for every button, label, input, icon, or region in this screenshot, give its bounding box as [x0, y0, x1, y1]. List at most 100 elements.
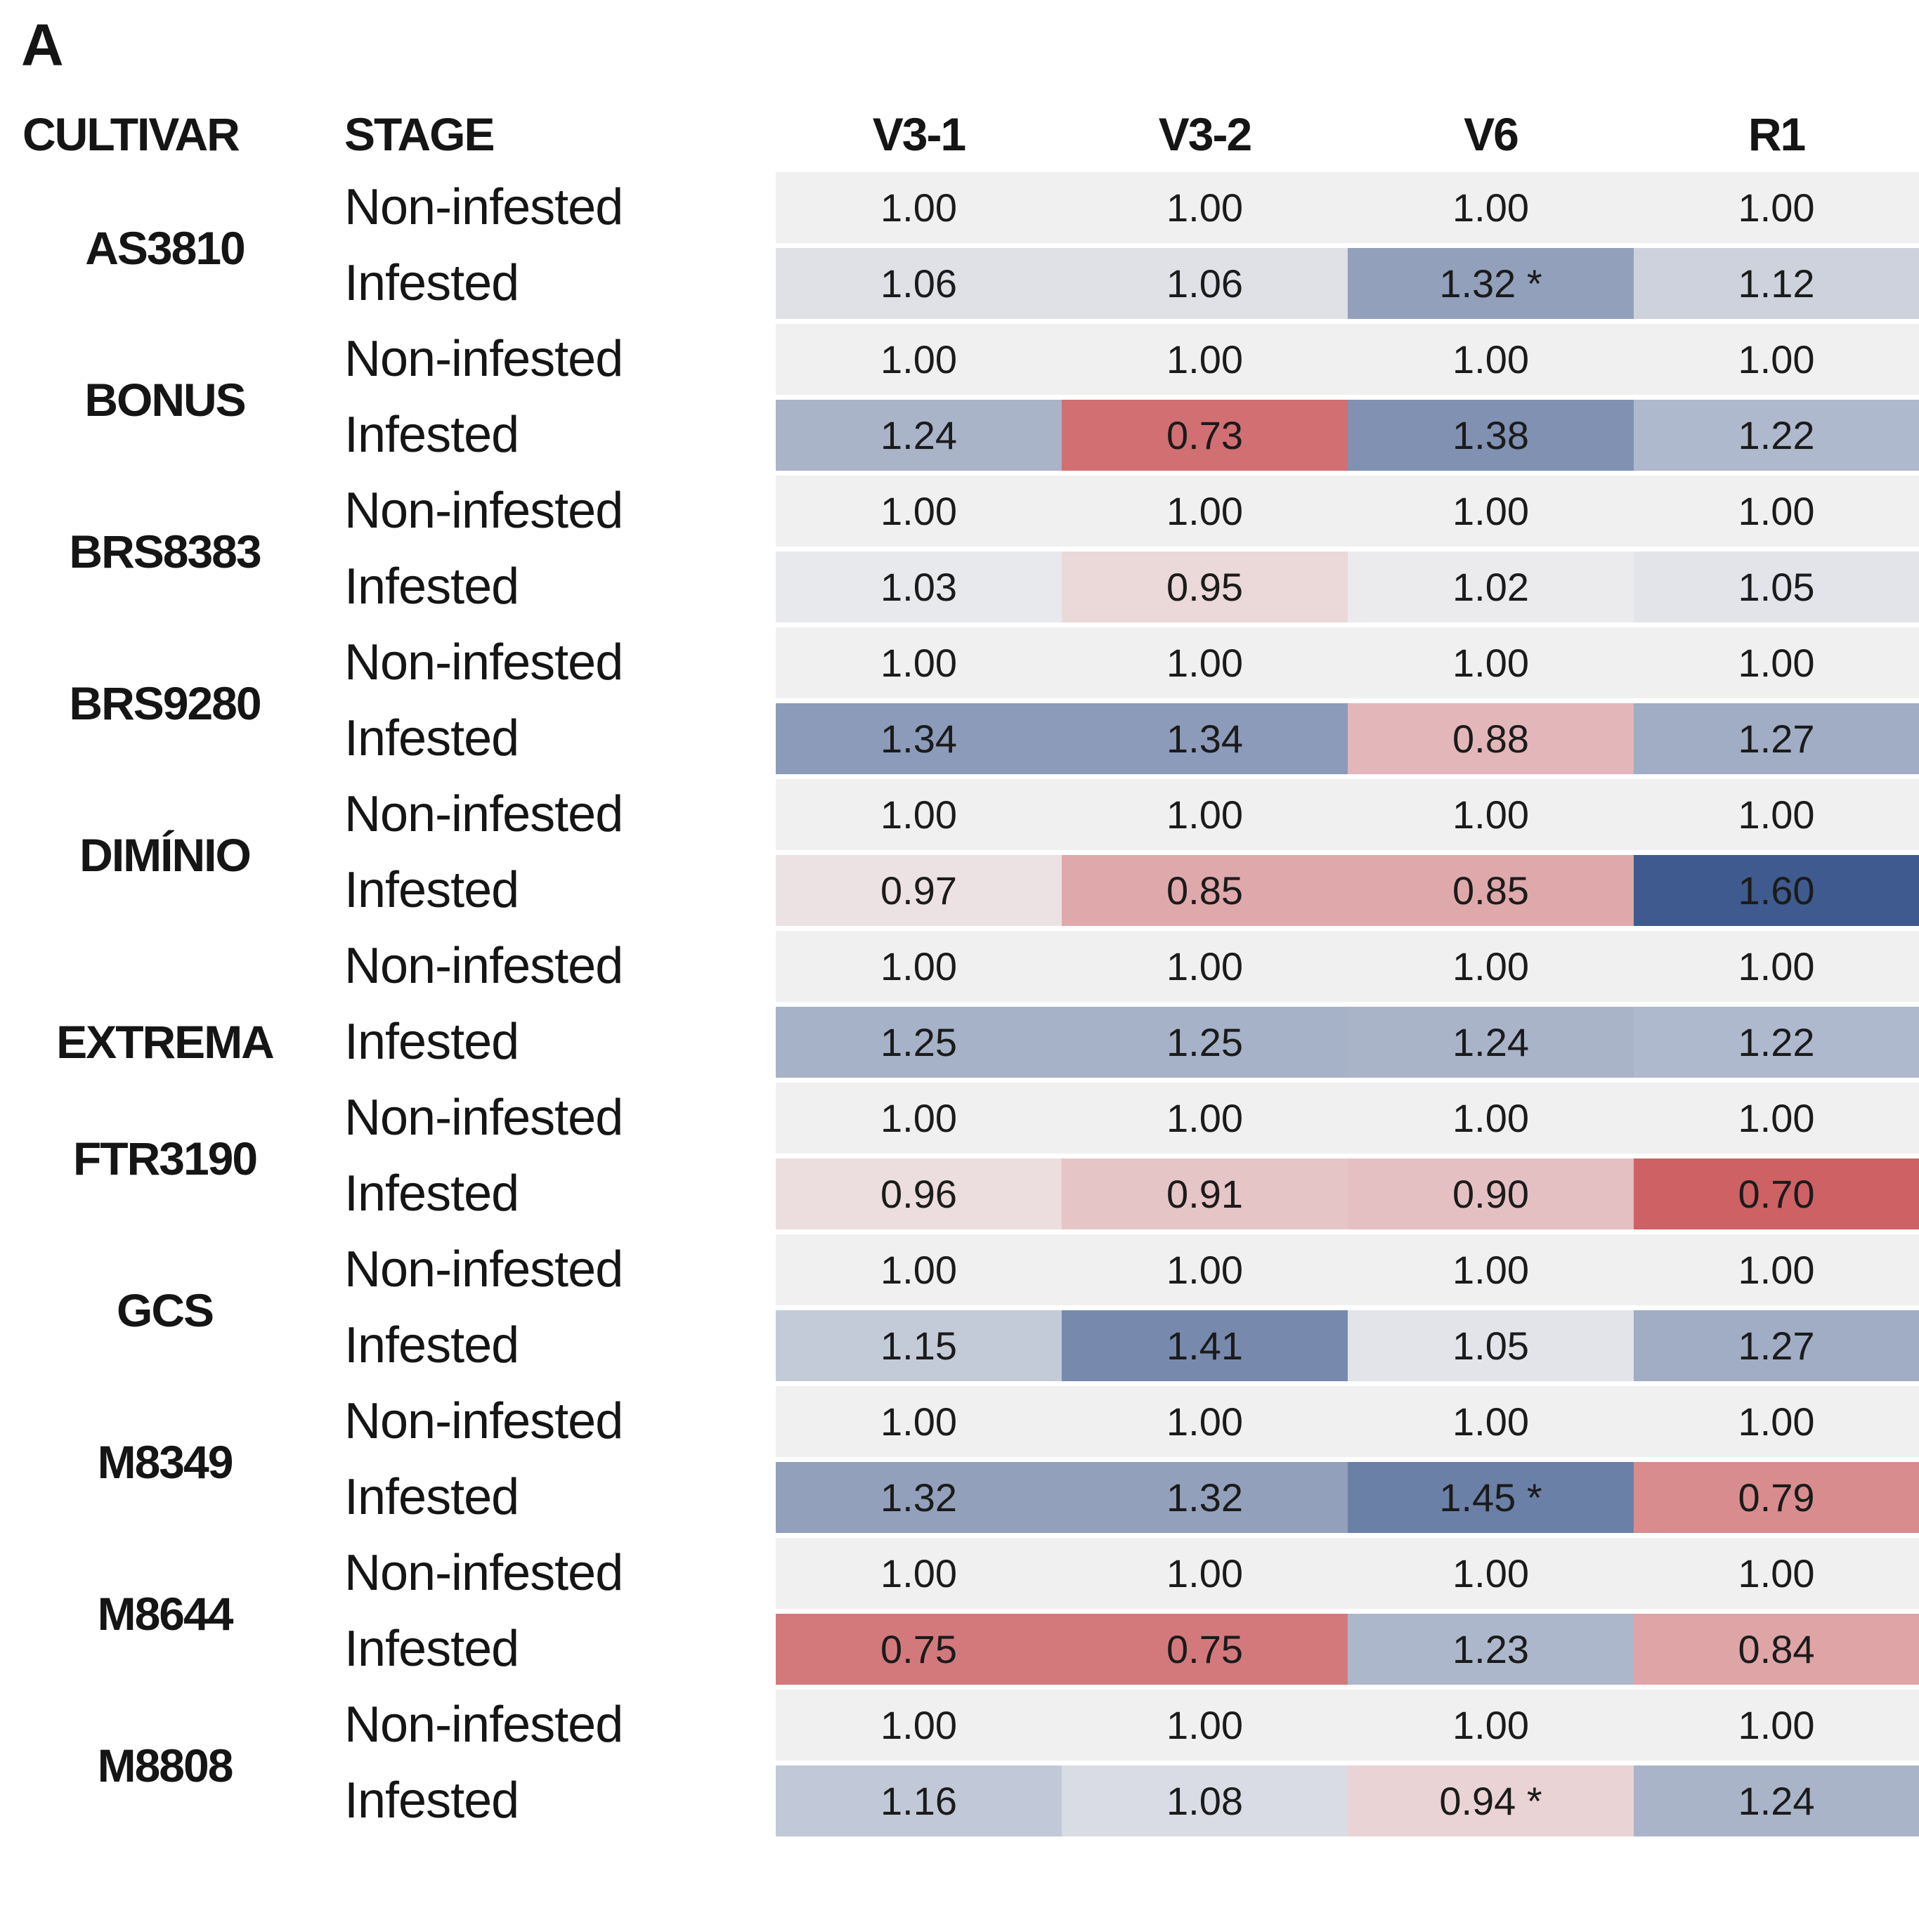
heatmap-cell: 1.00	[1062, 1538, 1348, 1614]
cultivar-label: M8808	[97, 1740, 234, 1791]
heatmap-cell: 1.00	[1634, 779, 1919, 855]
heatmap-cell: 1.00	[1062, 324, 1348, 400]
heatmap-cell: 1.00	[1348, 1538, 1634, 1614]
heatmap-cell: 1.24	[1348, 1007, 1634, 1083]
stage-label: Infested	[344, 1621, 519, 1677]
heatmap-cell: 1.25	[776, 1007, 1062, 1083]
heatmap-cell: 1.60	[1634, 855, 1919, 931]
heatmap-cell: 1.00	[776, 931, 1062, 1007]
stage-label: Non-infested	[344, 786, 623, 842]
heatmap-cell: 1.08	[1062, 1765, 1348, 1841]
heatmap-cell: 1.22	[1634, 1007, 1919, 1083]
heatmap-cell: 0.85	[1348, 855, 1634, 931]
heatmap-cell: 1.27	[1634, 703, 1919, 779]
heatmap-cell: 1.16	[776, 1765, 1062, 1841]
heatmap-cell: 0.96	[776, 1158, 1062, 1234]
stage-label: Infested	[344, 1773, 519, 1829]
stage-label: Infested	[344, 710, 519, 766]
stage-label: Non-infested	[344, 634, 623, 691]
heatmap-cell: 1.00	[1062, 1386, 1348, 1462]
stage-label: Non-infested	[344, 483, 623, 539]
heatmap-cell: 0.75	[776, 1614, 1062, 1690]
stage-label: Non-infested	[344, 1545, 623, 1601]
stage-label: Infested	[344, 1469, 519, 1525]
heatmap-cell: 0.95	[1062, 551, 1348, 627]
heatmap-cell: 1.00	[1348, 476, 1634, 551]
stage-label: Non-infested	[344, 331, 623, 387]
heatmap-cell: 1.22	[1634, 400, 1919, 476]
heatmap-cell: 1.00	[1634, 324, 1919, 400]
heatmap-cell: 1.38	[1348, 400, 1634, 476]
heatmap-cell: 1.00	[1062, 172, 1348, 248]
heatmap-cell: 1.00	[1634, 476, 1919, 551]
stage-label: Non-infested	[344, 1697, 623, 1753]
heatmap-cell: 1.00	[776, 779, 1062, 855]
heatmap-cell: 1.00	[1062, 931, 1348, 1007]
heatmap-cell: 0.75	[1062, 1614, 1348, 1690]
cultivar-label: M8644	[97, 1588, 234, 1640]
heatmap-cell: 1.00	[776, 1386, 1062, 1462]
stage-label: Non-infested	[344, 1090, 623, 1146]
heatmap-cell: 1.32 *	[1348, 248, 1634, 324]
heatmap-cell: 1.27	[1634, 1310, 1919, 1386]
heatmap-cell: 1.00	[1634, 172, 1919, 248]
stage-label: Infested	[344, 1166, 519, 1222]
heatmap-cell: 1.03	[776, 551, 1062, 627]
cultivar-label: BRS8383	[69, 526, 261, 577]
heatmap-cell: 1.02	[1348, 551, 1634, 627]
heatmap-cell: 1.06	[1062, 248, 1348, 324]
column-header-v6: V6	[1464, 108, 1519, 160]
heatmap-cell: 1.24	[776, 400, 1062, 476]
stage-label: Non-infested	[344, 1393, 623, 1449]
heatmap-cell: 0.97	[776, 855, 1062, 931]
column-header-cultivar: CULTIVAR	[22, 108, 240, 160]
heatmap-cell: 1.00	[1348, 1083, 1634, 1158]
stage-label: Infested	[344, 1014, 519, 1070]
heatmap-cell: 1.00	[1348, 627, 1634, 703]
heatmap-cell: 0.88	[1348, 703, 1634, 779]
cultivar-label: FTR3190	[72, 1133, 258, 1184]
heatmap-cell: 0.85	[1062, 855, 1348, 931]
heatmap-cell: 1.05	[1634, 551, 1919, 627]
heatmap-cell: 1.25	[1062, 1007, 1348, 1083]
heatmap-cell: 1.34	[1062, 703, 1348, 779]
heatmap-cell: 0.79	[1634, 1462, 1919, 1538]
panel-label: A	[21, 12, 64, 78]
heatmap-table: CULTIVAR STAGE V3-1 V3-2 V6 R1 AS3810 No…	[0, 83, 1919, 1841]
heatmap-cell: 0.70	[1634, 1158, 1919, 1234]
heatmap-cell: 1.00	[1348, 779, 1634, 855]
cultivar-label: AS3810	[85, 222, 246, 274]
column-header-v3-2: V3-2	[1158, 108, 1252, 160]
cultivar-label: BONUS	[84, 374, 246, 426]
heatmap-cell: 1.00	[1634, 1690, 1919, 1765]
heatmap-cell: 1.00	[776, 627, 1062, 703]
heatmap-cell: 1.00	[1062, 1083, 1348, 1158]
heatmap-cell: 1.00	[776, 172, 1062, 248]
heatmap-cell: 1.24	[1634, 1765, 1919, 1841]
stage-label: Infested	[344, 407, 519, 463]
heatmap-cell: 1.32	[776, 1462, 1062, 1538]
cultivar-label: GCS	[116, 1284, 214, 1336]
stage-label: Infested	[344, 1317, 519, 1373]
column-header-stage: STAGE	[344, 108, 495, 160]
column-header-v3-1: V3-1	[872, 108, 966, 160]
heatmap-cell: 1.00	[1634, 1538, 1919, 1614]
heatmap-cell: 1.00	[776, 476, 1062, 551]
heatmap-cell: 1.06	[776, 248, 1062, 324]
heatmap-cell: 1.23	[1348, 1614, 1634, 1690]
heatmap-cell: 1.00	[1634, 627, 1919, 703]
heatmap-cell: 1.00	[1348, 1690, 1634, 1765]
heatmap-cell: 1.00	[1062, 779, 1348, 855]
heatmap-cell: 1.05	[1348, 1310, 1634, 1386]
heatmap-cell: 1.15	[776, 1310, 1062, 1386]
stage-label: Infested	[344, 862, 519, 918]
heatmap-cell: 1.00	[1348, 324, 1634, 400]
heatmap-cell: 1.12	[1634, 248, 1919, 324]
heatmap-cell: 1.00	[1634, 1083, 1919, 1158]
heatmap-cell: 1.00	[776, 1234, 1062, 1310]
heatmap-cell: 1.00	[776, 1083, 1062, 1158]
heatmap-cell: 1.00	[1634, 1386, 1919, 1462]
stage-label: Infested	[344, 255, 519, 311]
heatmap-cell: 0.90	[1348, 1158, 1634, 1234]
heatmap-cell: 1.45 *	[1348, 1462, 1634, 1538]
